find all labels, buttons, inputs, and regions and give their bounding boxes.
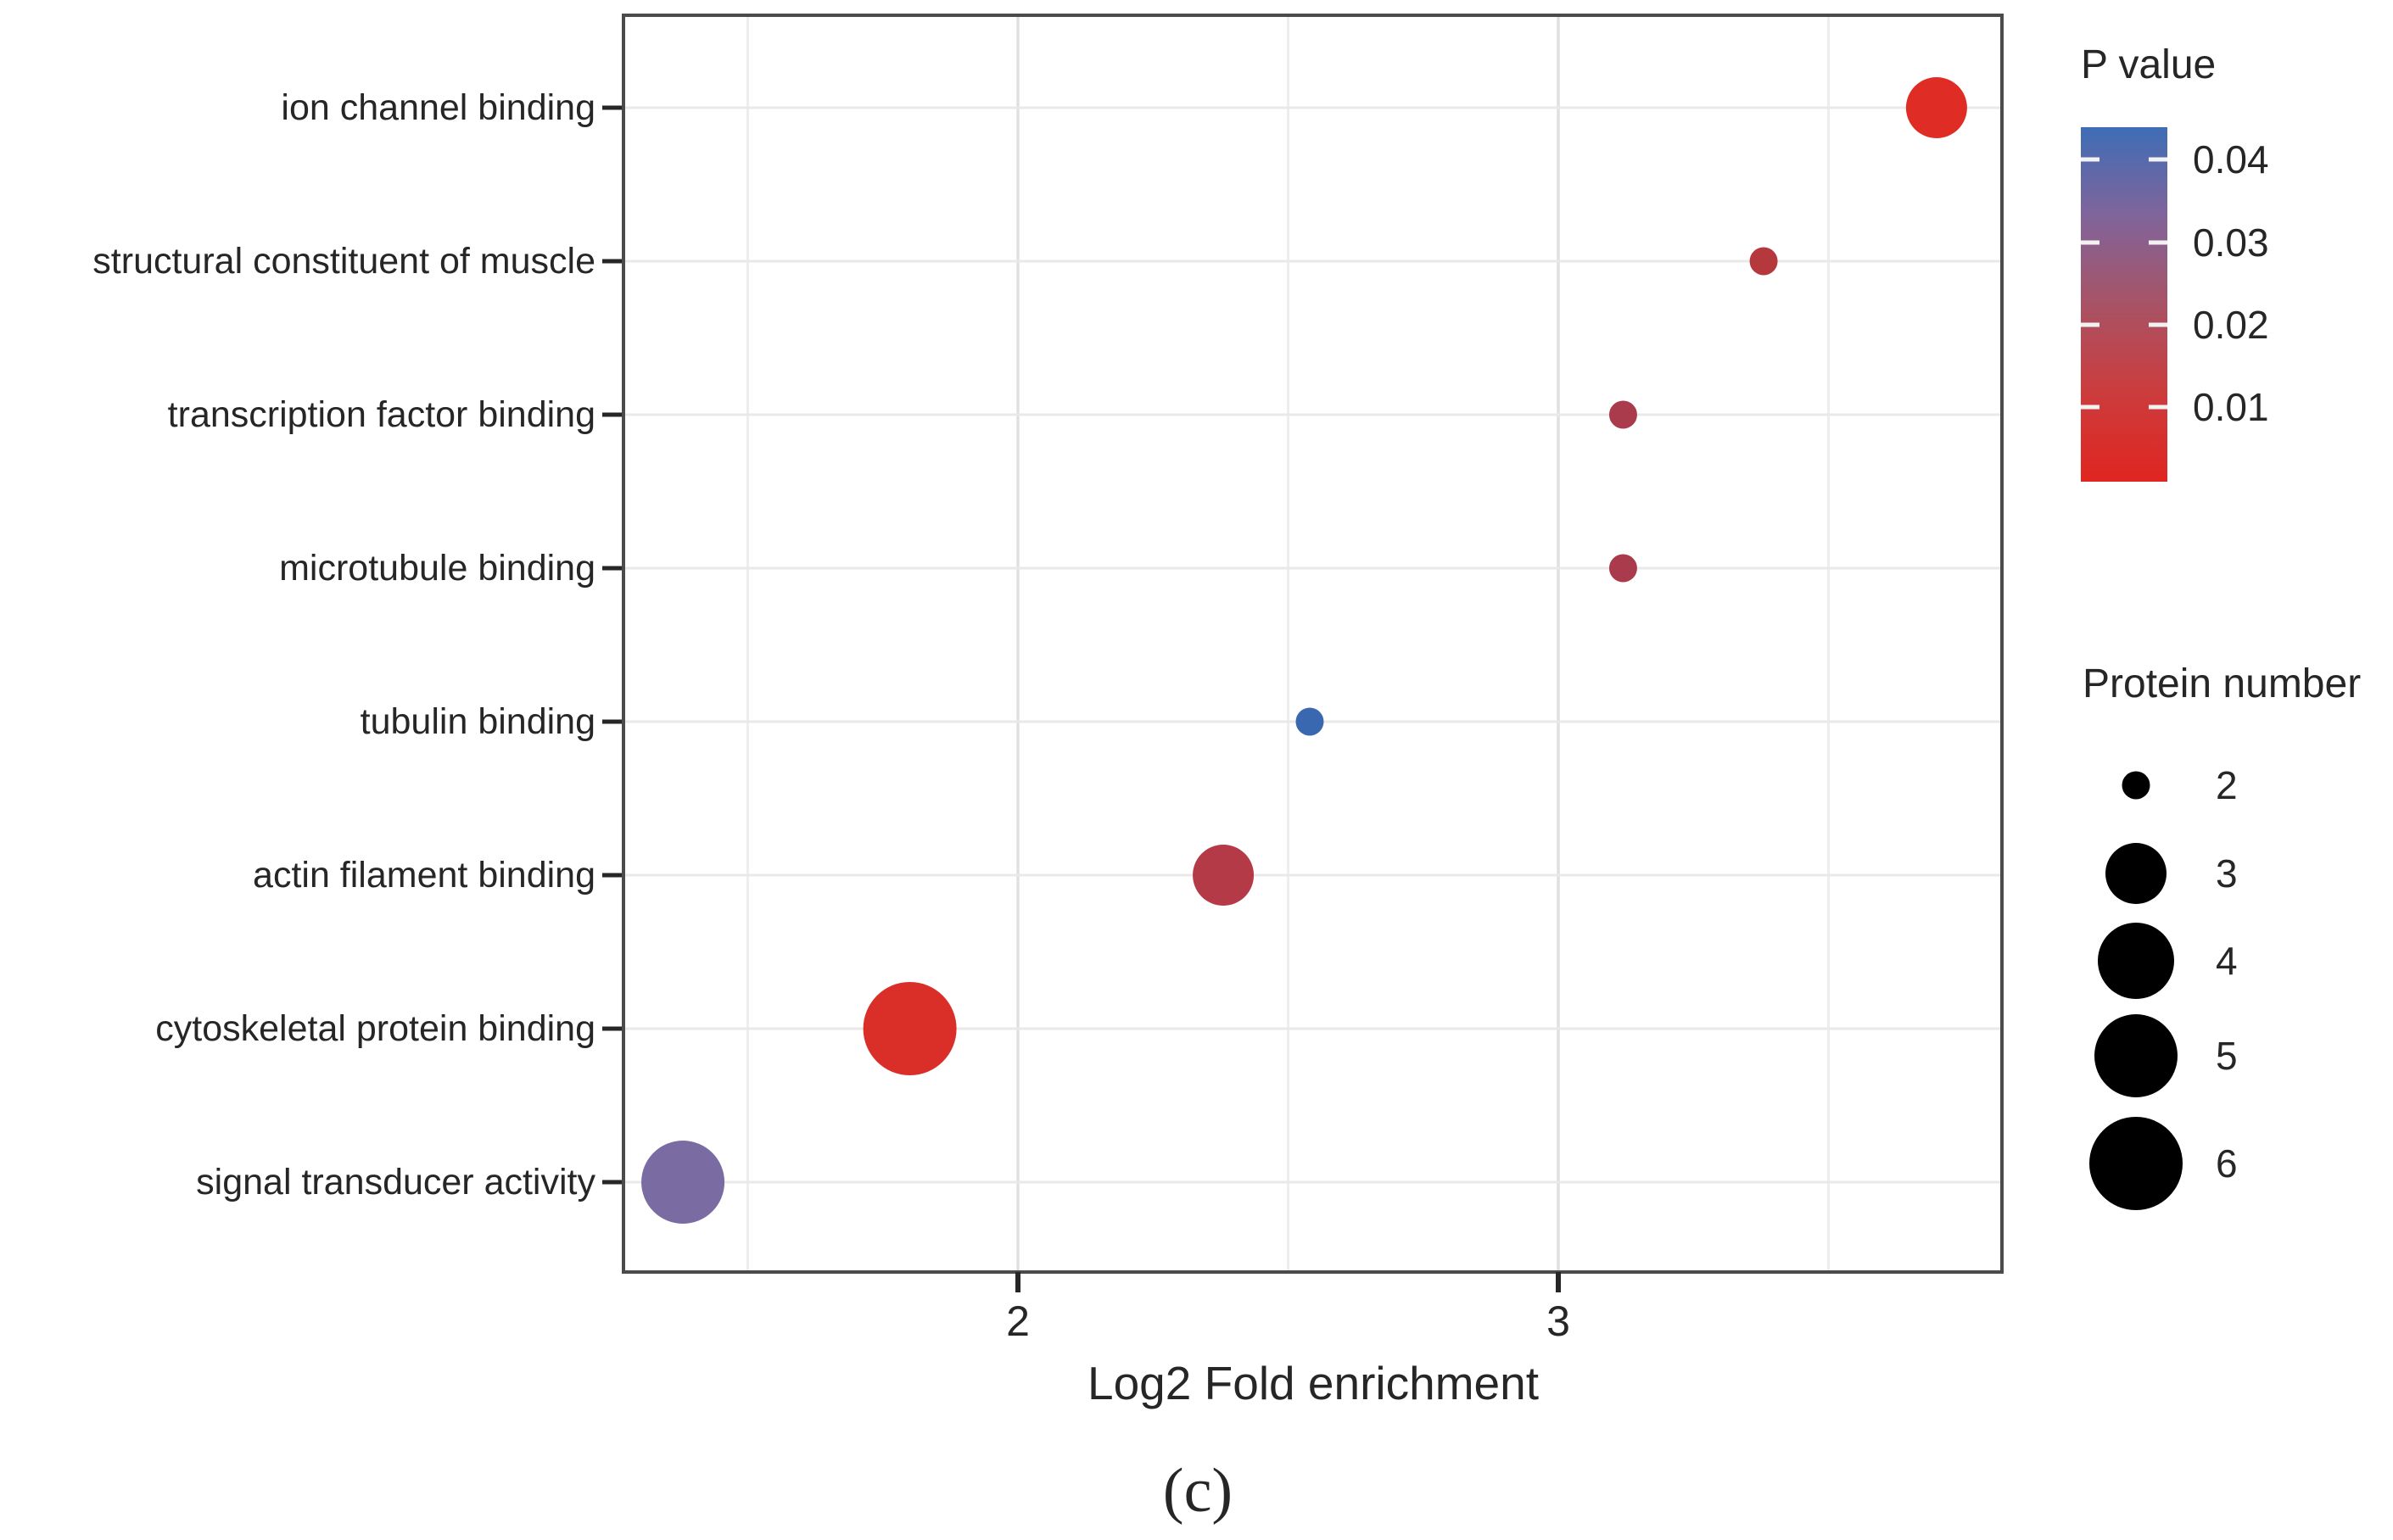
p-value-colorbar	[2081, 127, 2167, 482]
gridlines	[623, 15, 2002, 1272]
data-point-structural-constituent-of-muscle	[1749, 247, 1778, 276]
colorbar-tick-label-0.04: 0.04	[2193, 137, 2269, 181]
legend-size-label-6: 6	[2216, 1141, 2238, 1186]
x-tick-label-2: 2	[1006, 1297, 1030, 1345]
x-axis-title: Log2 Fold enrichment	[1087, 1357, 1539, 1409]
y-axis-labels: ion channel binding structural constituen…	[92, 87, 595, 1202]
data-point-transcription-factor-binding	[1608, 400, 1637, 429]
legend-protein-number: Protein number 2 3 4 5 6	[2083, 661, 2361, 1210]
legend-size-label-3: 3	[2216, 851, 2238, 896]
colorbar-labels: 0.04 0.03 0.02 0.01	[2193, 137, 2269, 429]
legend-size-circle-3	[2105, 843, 2167, 904]
legend-size-circle-5	[2094, 1014, 2178, 1097]
y-axis-label-ion-channel-binding: ion channel binding	[281, 87, 595, 128]
legend-size-circle-6	[2089, 1117, 2183, 1210]
y-axis-label-actin-filament-binding: actin filament binding	[253, 855, 595, 896]
y-axis-label-signal-transducer-activity: signal transducer activity	[196, 1162, 595, 1202]
data-point-ion-channel-binding	[1905, 77, 1967, 138]
data-point-cytoskeletal-protein-binding	[863, 982, 957, 1075]
y-axis-label-microtubule-binding: microtubule binding	[279, 548, 595, 589]
data-points	[641, 77, 1967, 1224]
colorbar-tick-label-0.01: 0.01	[2193, 385, 2269, 429]
x-axis-ticks	[1015, 1272, 1561, 1292]
legend-p-value: P value 0.04 0.03 0.02 0.01	[2081, 42, 2269, 482]
figure-caption: (c)	[1163, 1456, 1233, 1526]
y-axis-label-transcription-factor-binding: transcription factor binding	[168, 394, 595, 435]
legend-size-circle-4	[2098, 923, 2174, 999]
y-axis-ticks	[602, 105, 622, 1185]
colorbar-tick-label-0.03: 0.03	[2193, 220, 2269, 265]
colorbar-tick-label-0.02: 0.02	[2193, 303, 2269, 347]
legend-protein-number-title: Protein number	[2083, 661, 2361, 706]
data-point-signal-transducer-activity	[641, 1141, 725, 1224]
data-point-actin-filament-binding	[1193, 845, 1255, 906]
legend-size-label-2: 2	[2216, 763, 2238, 807]
x-tick-label-3: 3	[1546, 1297, 1570, 1345]
y-axis-label-structural-constituent-of-muscle: structural constituent of muscle	[92, 241, 595, 282]
data-point-microtubule-binding	[1608, 554, 1637, 583]
size-legend-entries: 2 3 4 5 6	[2089, 763, 2238, 1210]
colorbar-ticks	[2081, 157, 2167, 410]
y-axis-label-cytoskeletal-protein-binding: cytoskeletal protein binding	[155, 1008, 595, 1049]
legend-size-label-4: 4	[2216, 939, 2238, 983]
plot-panel-border	[622, 14, 2004, 1274]
y-axis-label-tubulin-binding: tubulin binding	[361, 701, 595, 742]
legend-size-circle-2	[2122, 771, 2150, 800]
legend-p-value-title: P value	[2081, 42, 2216, 87]
data-point-tubulin-binding	[1295, 707, 1324, 736]
legend-size-label-5: 5	[2216, 1034, 2238, 1078]
